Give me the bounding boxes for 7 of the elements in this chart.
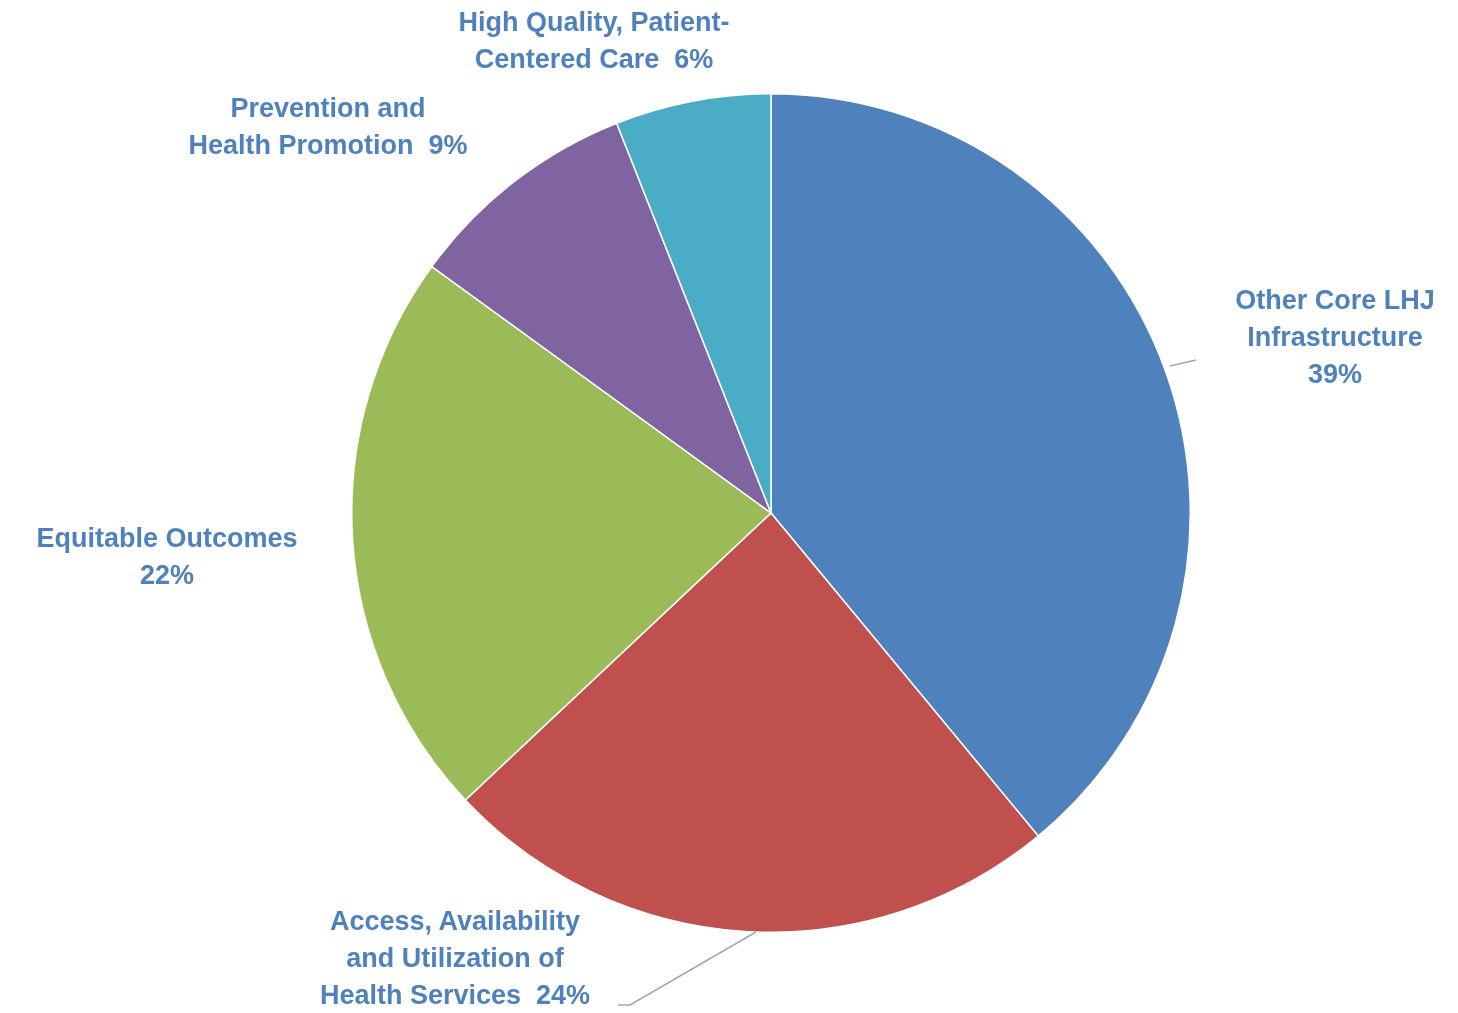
slice-label: Other Core LHJ Infrastructure: [1235, 285, 1435, 353]
slice-label: Access, Availability and Utilization of Health Services 24%: [319, 906, 591, 1011]
data-label: 22%: [139, 560, 195, 591]
data-label: 39%: [1307, 359, 1363, 390]
slice-label: High Quality, Patient-Centered Care 6%: [458, 7, 730, 75]
slice-label: Prevention and Health Promotion 9%: [188, 93, 468, 161]
slice-label: Equitable Outcomes: [36, 523, 298, 554]
